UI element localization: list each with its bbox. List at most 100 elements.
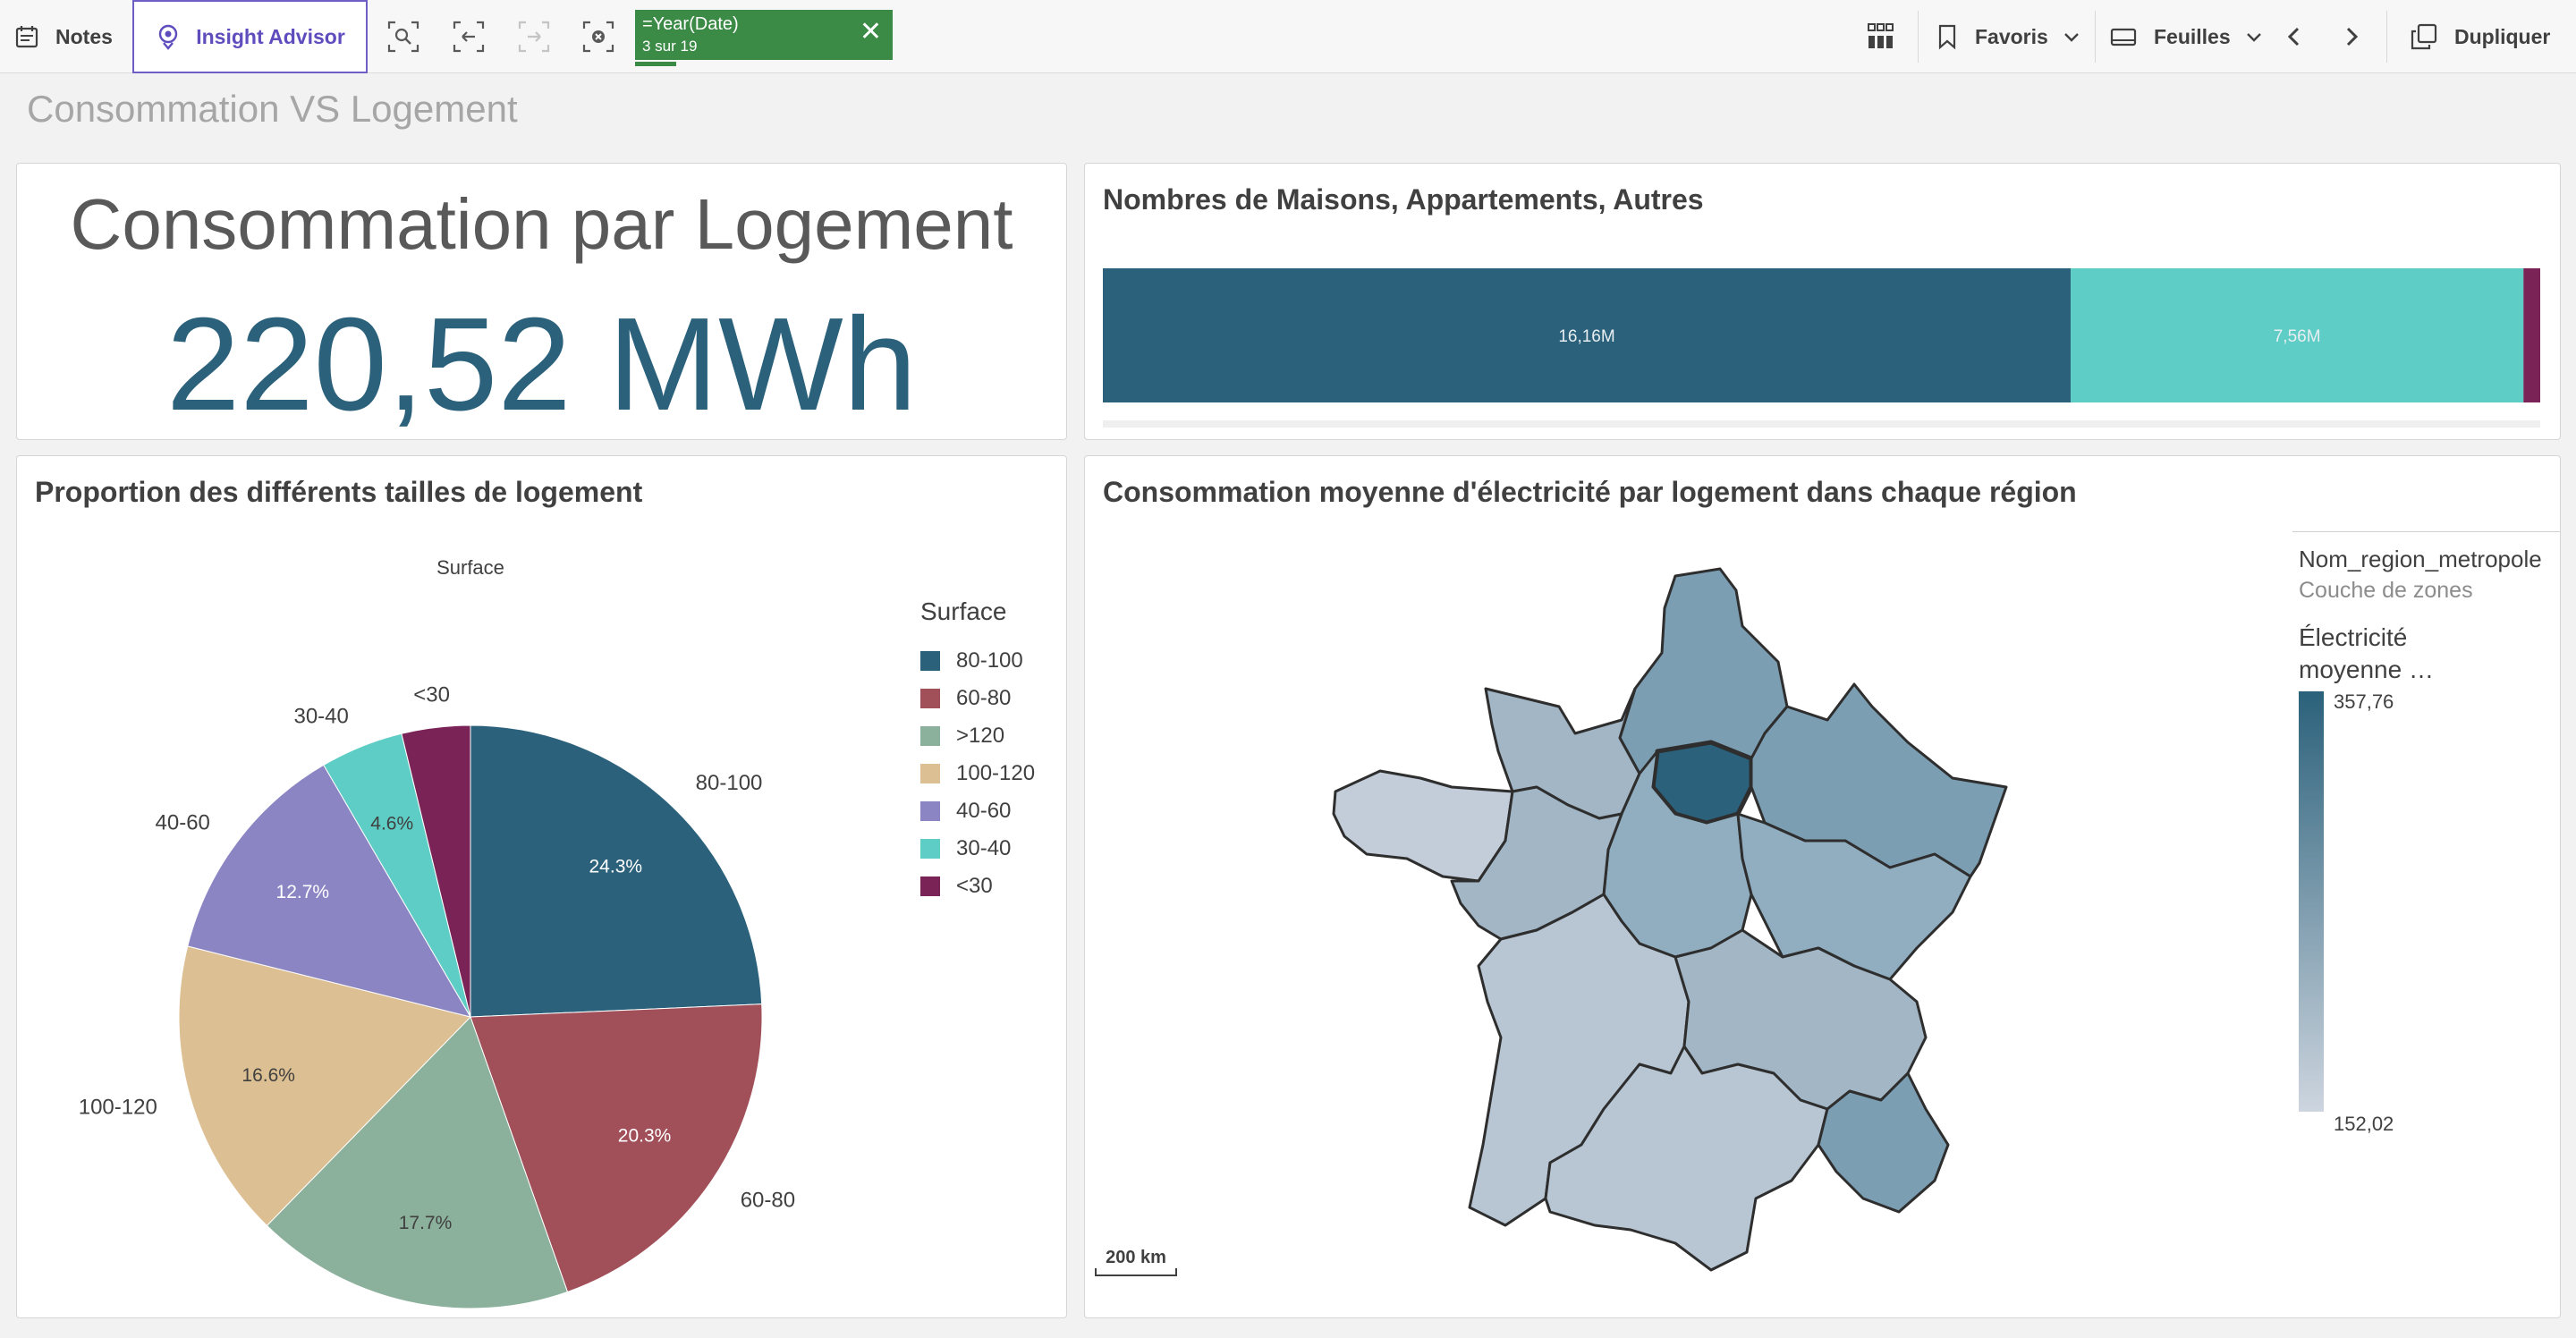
pie-slice[interactable] (187, 764, 472, 1018)
pie-category-label: 100-120 (79, 1095, 157, 1119)
surface-pie-chart[interactable]: Surface 24.3%80-10020.3%60-8017.7%>12016… (17, 528, 911, 1315)
pie-category-label: 60-80 (741, 1189, 795, 1213)
bar-segment[interactable] (2071, 268, 2524, 402)
previous-sheet-button[interactable] (2281, 0, 2308, 73)
pie-percent-label: 16.6% (242, 1065, 295, 1086)
notes-icon (15, 26, 38, 48)
map-panel[interactable]: Consommation moyenne d'électricité par l… (1084, 455, 2561, 1318)
grid-view-button[interactable] (1866, 0, 1896, 73)
legend-label: 100-120 (956, 761, 1036, 785)
housing-stacked-bar-chart[interactable]: 16,16M 7,56M (1085, 164, 2562, 441)
pie-title: Proportion des différents tailles de log… (35, 476, 643, 508)
sheets-icon (2110, 28, 2137, 47)
chevron-down-icon (2063, 33, 2079, 42)
legend-swatch (920, 764, 940, 783)
map-title: Consommation moyenne d'électricité par l… (1103, 476, 2077, 508)
clear-selections-button[interactable] (581, 20, 615, 54)
chevron-down-icon (2246, 33, 2261, 42)
kpi-panel[interactable]: Consommation par Logement 220,52 MWh (16, 163, 1067, 440)
pie-legend-item[interactable]: 60-80 (920, 686, 1011, 711)
selection-field: =Year(Date) (642, 14, 739, 34)
pie-slice[interactable] (470, 1004, 763, 1293)
smart-search-button[interactable] (386, 20, 420, 54)
bar-segment[interactable] (2523, 268, 2540, 402)
pie-legend-title: Surface (920, 597, 1007, 625)
housing-bar-title: Nombres de Maisons, Appartements, Autres (1103, 183, 1704, 216)
pie-category-label: <30 (413, 683, 450, 707)
pie-percent-label: 17.7% (399, 1213, 453, 1233)
insight-advisor-icon (159, 24, 178, 50)
toolbar: Notes Insight Advisor (0, 0, 2576, 73)
legend-label: 60-80 (956, 686, 1012, 710)
pie-legend-item[interactable]: <30 (920, 874, 993, 899)
bar-segment-label: 16,16M (1558, 327, 1614, 346)
pie-legend-item[interactable]: 100-120 (920, 761, 1035, 786)
pie-legend-item[interactable]: 30-40 (920, 836, 1011, 861)
legend-swatch (920, 651, 940, 671)
favoris-label: Favoris (1975, 24, 2048, 48)
selection-progress-bar (635, 62, 676, 66)
bar-scroll-track (1103, 420, 2540, 428)
toolbar-divider (1918, 11, 1919, 63)
legend-swatch (920, 839, 940, 859)
favoris-dropdown[interactable]: Favoris (1936, 0, 2082, 73)
region-bretagne[interactable] (1332, 769, 1514, 883)
france-regions-map[interactable]: 200 km (1085, 519, 2248, 1315)
housing-bar-panel[interactable]: Nombres de Maisons, Appartements, Autres… (1084, 163, 2561, 440)
step-forward-button[interactable] (517, 20, 551, 54)
toolbar-divider (2095, 11, 2096, 63)
map-measure-label-1: Électricité (2299, 623, 2408, 651)
close-icon[interactable]: ✕ (859, 17, 882, 47)
region-bourgogne-franche-comte[interactable] (1736, 812, 1972, 981)
step-back-button[interactable] (452, 20, 486, 54)
legend-swatch (920, 726, 940, 746)
pie-percent-label: 24.3% (589, 856, 643, 876)
map-legend-divider (2292, 531, 2561, 532)
map-legend-max: 357,76 (2334, 690, 2394, 713)
pie-legend-item[interactable]: >120 (920, 724, 1004, 749)
step-back-icon (453, 21, 485, 53)
legend-label: <30 (956, 874, 993, 898)
pie-category-label: 80-100 (696, 771, 763, 795)
chevron-right-icon (2346, 27, 2359, 47)
pie-slice[interactable] (401, 724, 471, 1018)
region-provence-alpes-cote-dazur[interactable] (1817, 1071, 1950, 1214)
map-color-gradient (2299, 691, 2324, 1112)
legend-label: 30-40 (956, 836, 1012, 860)
pie-panel[interactable]: Proportion des différents tailles de log… (16, 455, 1067, 1318)
pie-slice[interactable] (266, 1016, 569, 1309)
insight-advisor-button[interactable]: Insight Advisor (132, 0, 368, 73)
pie-slice[interactable] (178, 945, 471, 1227)
selection-chip[interactable]: =Year(Date) 3 sur 19 ✕ (635, 10, 893, 60)
map-legend-min: 152,02 (2334, 1113, 2394, 1135)
next-sheet-button[interactable] (2338, 0, 2365, 73)
pie-legend-item[interactable]: 80-100 (920, 648, 1023, 673)
clear-selections-icon (582, 21, 614, 53)
notes-button[interactable]: Notes (14, 0, 113, 73)
pie-legend-item[interactable]: 40-60 (920, 799, 1011, 824)
map-scale-bar (1095, 1268, 1177, 1276)
notes-label: Notes (55, 24, 113, 48)
kpi-value: 220,52 MWh (165, 291, 918, 438)
bar-segment-label: 7,56M (2274, 327, 2321, 346)
pie-percent-label: 4.6% (370, 813, 413, 834)
bookmark-icon (1938, 24, 1956, 50)
map-layer-sub: Couche de zones (2299, 578, 2473, 603)
dupliquer-label: Dupliquer (2454, 24, 2551, 48)
pie-slice[interactable] (470, 724, 763, 1018)
feuilles-dropdown[interactable]: Feuilles (2109, 0, 2265, 73)
pie-percent-label: 20.3% (618, 1125, 672, 1146)
region-occitanie[interactable] (1544, 1045, 1829, 1272)
legend-swatch (920, 876, 940, 896)
bar-segment[interactable] (1103, 268, 2072, 402)
pie-category-label: 30-40 (293, 704, 348, 728)
map-layer-name: Nom_region_metropole (2299, 546, 2542, 572)
map-measure-label-2: moyenne … (2299, 656, 2434, 683)
legend-label: >120 (956, 724, 1005, 748)
kpi-title: Consommation par Logement (70, 184, 1013, 264)
step-forward-icon (518, 21, 550, 53)
pie-percent-label: 12.7% (276, 882, 330, 902)
dupliquer-button[interactable]: Dupliquer (2410, 0, 2550, 73)
legend-swatch (920, 801, 940, 821)
selection-count: 3 sur 19 (642, 38, 698, 55)
